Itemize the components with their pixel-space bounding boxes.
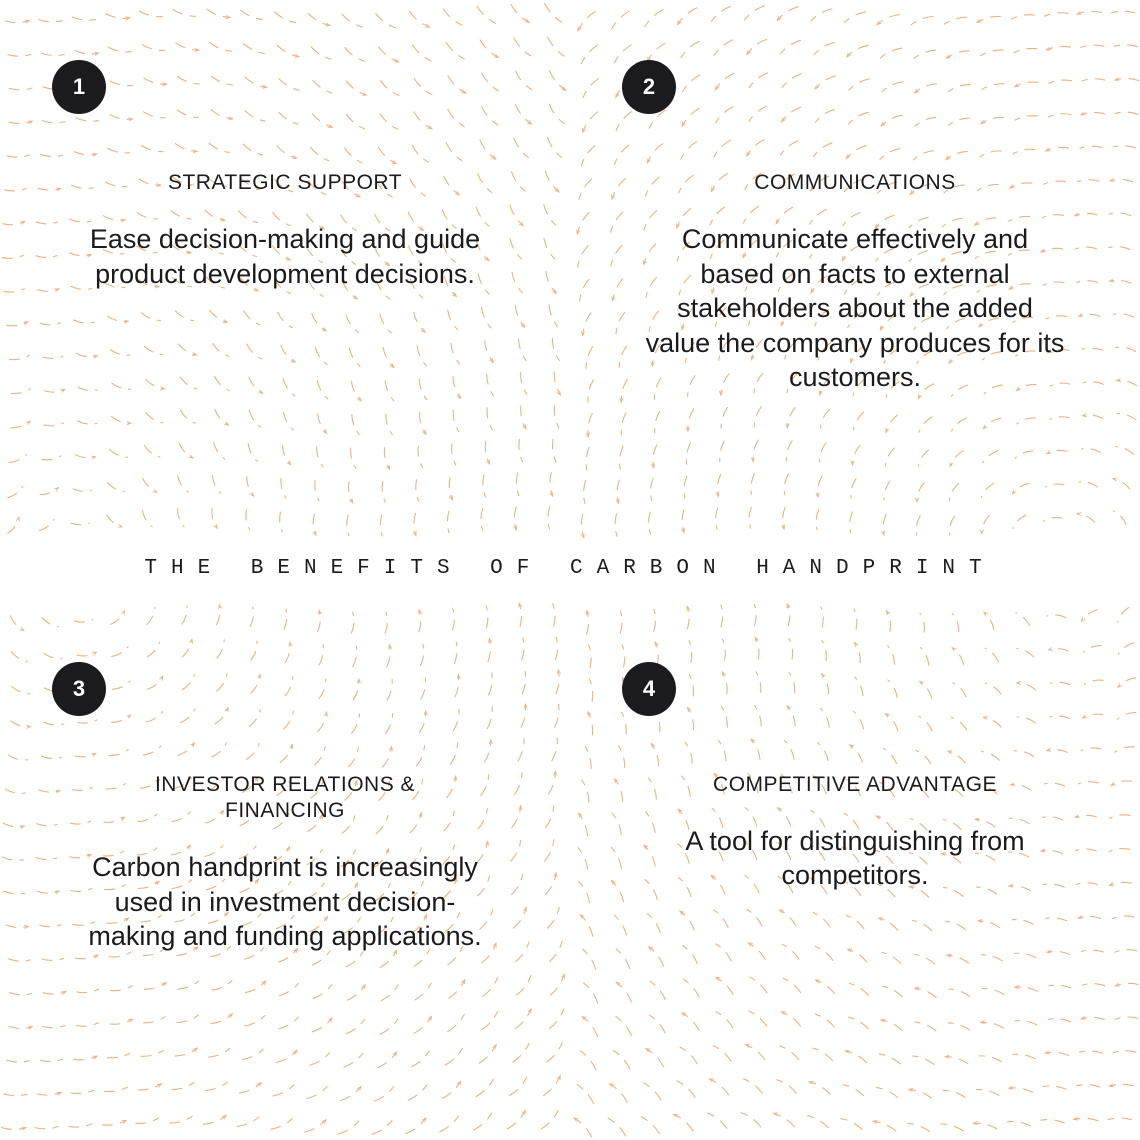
card-1-number: 1 bbox=[73, 74, 85, 100]
card-1-badge: 1 bbox=[52, 60, 106, 114]
infographic-grid: 1 STRATEGIC SUPPORT Ease decision-making… bbox=[0, 0, 1140, 1140]
card-2-body: Communicate effectively and based on fac… bbox=[645, 222, 1065, 395]
card-1-body: Ease decision-making and guide product d… bbox=[75, 222, 495, 291]
center-title: THE BENEFITS OF CARBON HANDPRINT bbox=[0, 539, 1140, 602]
card-4-badge: 4 bbox=[622, 662, 676, 716]
card-3-title: INVESTOR RELATIONS & FINANCING bbox=[105, 772, 465, 825]
card-1: 1 STRATEGIC SUPPORT Ease decision-making… bbox=[0, 0, 570, 539]
card-3-badge: 3 bbox=[52, 662, 106, 716]
card-3-body: Carbon handprint is increasingly used in… bbox=[75, 850, 495, 954]
card-2-title: COMMUNICATIONS bbox=[754, 170, 955, 196]
card-4-number: 4 bbox=[643, 676, 655, 702]
card-2-number: 2 bbox=[643, 74, 655, 100]
card-2-badge: 2 bbox=[622, 60, 676, 114]
card-4-title: COMPETITIVE ADVANTAGE bbox=[713, 772, 997, 798]
card-2: 2 COMMUNICATIONS Communicate effectively… bbox=[570, 0, 1140, 539]
card-4-body: A tool for distinguishing from competito… bbox=[645, 824, 1065, 893]
card-4: 4 COMPETITIVE ADVANTAGE A tool for disti… bbox=[570, 602, 1140, 1140]
card-3: 3 INVESTOR RELATIONS & FINANCING Carbon … bbox=[0, 602, 570, 1140]
card-1-title: STRATEGIC SUPPORT bbox=[168, 170, 402, 196]
card-3-number: 3 bbox=[73, 676, 85, 702]
